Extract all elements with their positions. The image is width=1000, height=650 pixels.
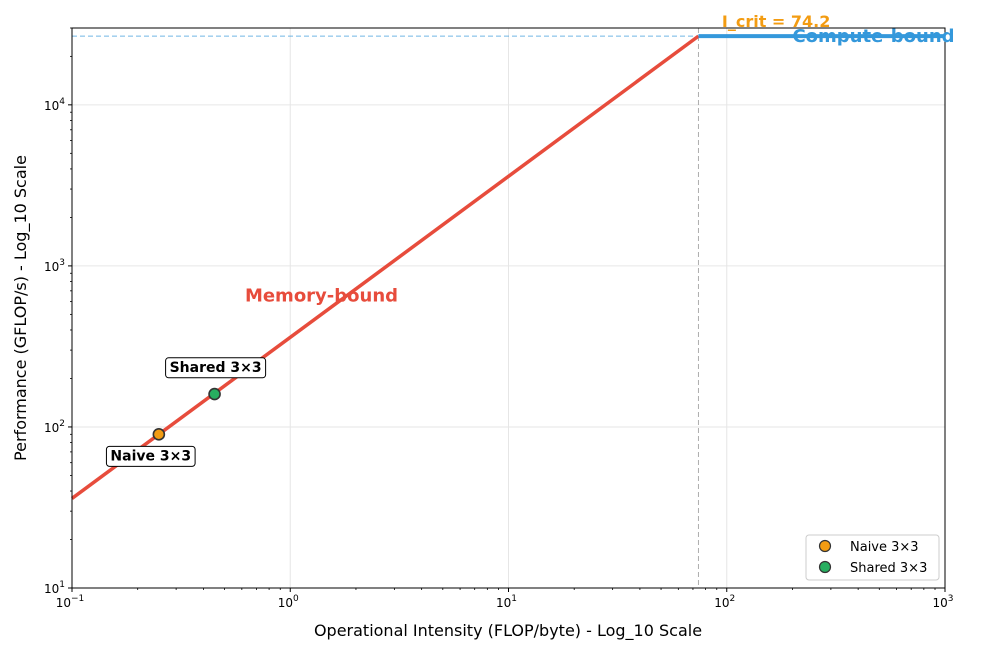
point-label-box [165, 357, 267, 379]
x-axis-title: Operational Intensity (FLOP/byte) - Log_… [314, 621, 702, 641]
legend-label-0: Naive 3×3 [850, 540, 919, 555]
legend: Naive 3×3 Shared 3×3 [805, 534, 940, 581]
legend-box [805, 534, 940, 581]
grid [71, 28, 946, 589]
axis-ticks: 10−1 100 101 102 103 101 102 103 104 [44, 27, 954, 610]
x-tick-label: 100 [278, 594, 299, 610]
point-label: Naive 3×3 [105, 445, 196, 467]
legend-label-1: Shared 3×3 [850, 561, 927, 576]
memory-bound-line [70, 34, 700, 500]
point-label-box [105, 445, 196, 467]
y-axis-title: Performance (GFLOP/s) - Log_10 Scale [11, 155, 31, 461]
point-label-text: Naive 3×3 [110, 448, 191, 464]
point-labels: Naive 3×3 Shared 3×3 [105, 357, 267, 467]
data-point-1 [208, 387, 221, 401]
data-point-0 [152, 428, 166, 441]
y-tick-label: 101 [44, 580, 65, 596]
y-tick-label: 104 [44, 97, 65, 113]
legend-marker-1 [818, 560, 832, 574]
y-tick-label: 103 [44, 258, 65, 274]
x-tick-label: 103 [932, 594, 953, 610]
point-label: Shared 3×3 [165, 357, 267, 379]
annotation-memory: Memory-bound [245, 286, 398, 307]
x-tick-label: 101 [496, 594, 517, 610]
annotation-icrit: I_crit = 74.2 [722, 12, 830, 31]
point-label-text: Shared 3×3 [170, 360, 262, 376]
data-points [152, 387, 221, 441]
annotation-compute: Compute-bound [792, 26, 954, 47]
x-tick-label: 10−1 [56, 594, 85, 610]
legend-marker-0 [818, 539, 832, 553]
roofline-lines [70, 34, 945, 500]
x-tick-label: 102 [714, 594, 735, 610]
y-tick-label: 102 [44, 419, 65, 435]
reference-lines [72, 28, 699, 588]
